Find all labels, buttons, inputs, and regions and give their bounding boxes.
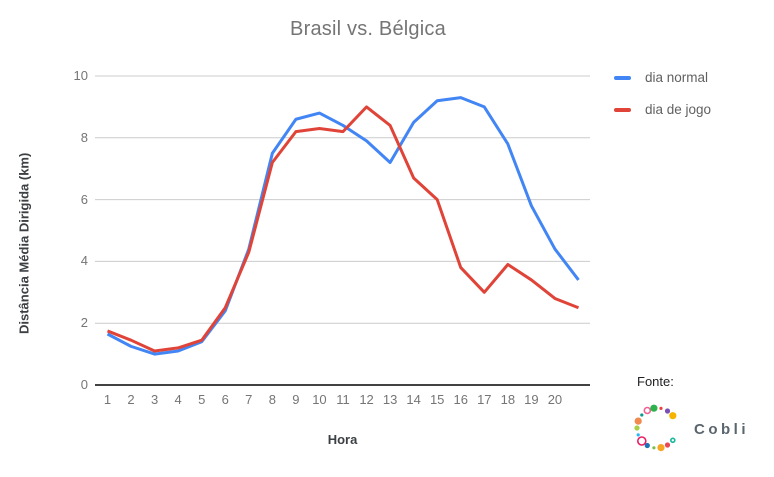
cobli-logo: Cobli xyxy=(630,396,774,460)
y-axis-title: Distância Média Dirigida (km) xyxy=(16,152,32,334)
x-axis-tick-label: 2 xyxy=(127,392,135,407)
x-axis-tick-label: 6 xyxy=(221,392,229,407)
source-label: Fonte: xyxy=(637,374,674,389)
x-axis-tick-label: 5 xyxy=(198,392,206,407)
logo-dot xyxy=(640,413,644,417)
x-axis-tick-label: 12 xyxy=(359,392,374,407)
y-axis-tick-label: 2 xyxy=(80,315,88,331)
y-axis-tick-label: 0 xyxy=(80,377,88,392)
x-axis-tick-label: 7 xyxy=(245,392,253,407)
legend-label: dia de jogo xyxy=(645,102,712,117)
y-axis-tick-label: 10 xyxy=(73,68,88,83)
logo-dot xyxy=(657,444,665,452)
logo-dot xyxy=(664,408,671,414)
x-axis-tick-label: 3 xyxy=(150,392,159,407)
cobli-c-icon xyxy=(634,404,677,452)
y-axis-tick-label: 6 xyxy=(80,191,88,207)
series-line-dia-normal xyxy=(106,96,580,356)
x-axis-tick-label: 14 xyxy=(406,392,421,407)
x-axis-tick-label: 1 xyxy=(103,392,112,407)
logo-dot xyxy=(643,406,652,415)
legend-label: dia normal xyxy=(645,70,709,85)
logo-dot xyxy=(652,446,656,450)
legend: dia normal dia de jogo xyxy=(614,70,711,134)
logo-dot xyxy=(659,406,663,410)
legend-item: dia normal xyxy=(614,70,711,85)
legend-item: dia de jogo xyxy=(614,102,711,117)
logo-dot xyxy=(634,417,642,425)
x-axis-tick-label: 15 xyxy=(429,392,445,407)
x-axis-tick-label: 9 xyxy=(292,392,300,407)
logo-dot xyxy=(669,437,676,444)
x-axis-tick-label: 4 xyxy=(174,392,182,407)
x-axis-tick-label: 10 xyxy=(312,392,327,407)
legend-marker-icon xyxy=(614,107,631,112)
x-axis-tick-label: 18 xyxy=(500,392,516,407)
logo-dot xyxy=(669,412,677,420)
x-axis-tick-label: 17 xyxy=(477,392,492,407)
x-axis-tick-label: 19 xyxy=(524,392,539,407)
brand-wordmark: Cobli xyxy=(694,420,749,438)
series-line-dia-de-jogo xyxy=(106,105,580,353)
legend-marker-icon xyxy=(614,75,631,80)
x-axis-tick-label: 16 xyxy=(453,392,468,407)
logo-dot xyxy=(664,442,671,448)
x-axis-tick-label: 11 xyxy=(336,392,350,407)
logo-dot xyxy=(644,442,650,449)
y-axis-tick-label: 4 xyxy=(80,253,88,269)
logo-dot xyxy=(637,436,647,446)
logo-dot xyxy=(636,433,640,437)
x-axis-tick-label: 8 xyxy=(268,392,276,407)
logo-dot xyxy=(650,404,658,412)
x-axis-tick-label: 13 xyxy=(382,392,398,407)
chart-title: Brasil vs. Bélgica xyxy=(290,18,446,40)
logo-dot xyxy=(634,425,640,431)
x-axis-tick-label: 20 xyxy=(547,392,563,407)
x-axis-title: Hora xyxy=(327,432,358,447)
y-axis-tick-label: 8 xyxy=(80,129,88,145)
